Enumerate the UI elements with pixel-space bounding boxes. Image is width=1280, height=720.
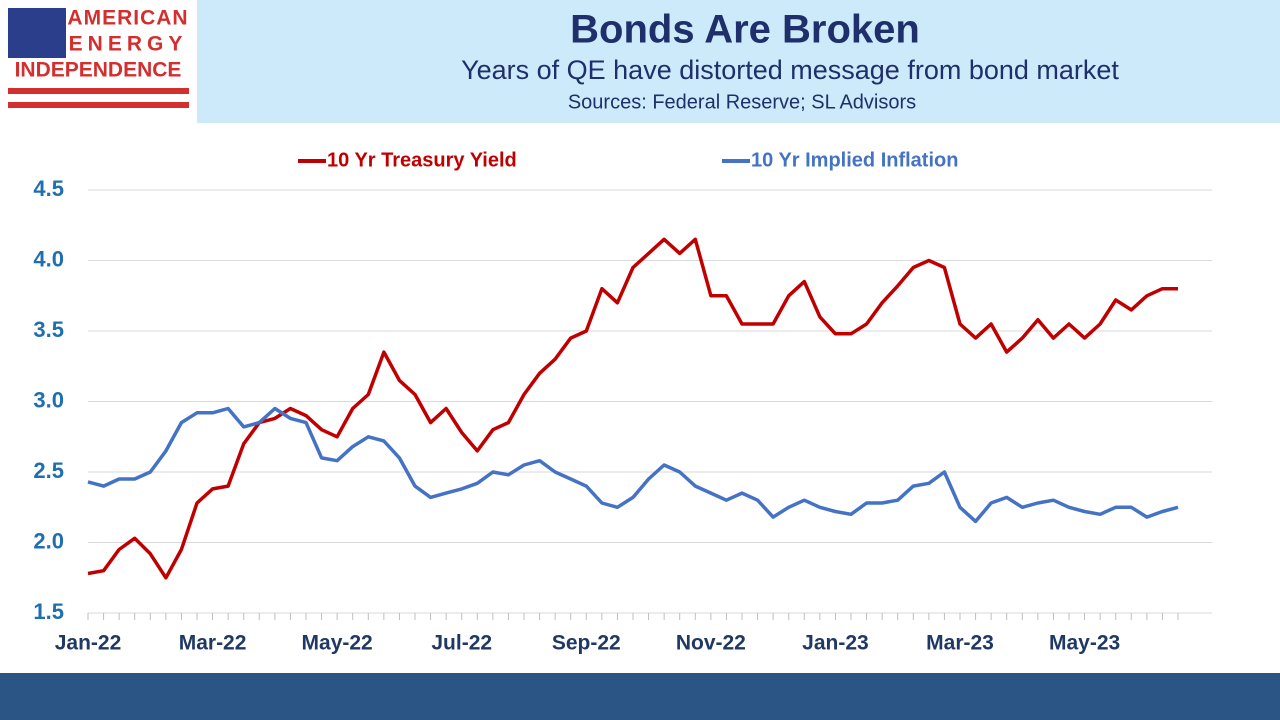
x-tick-label: May-22 xyxy=(302,632,373,655)
chart-subtitle: Years of QE have distorted message from … xyxy=(461,55,1119,85)
y-tick-label: 2.5 xyxy=(33,458,64,483)
y-tick-label: 2.0 xyxy=(33,528,64,553)
x-tick-label: Sep-22 xyxy=(552,632,621,655)
x-tick-label: Jul-22 xyxy=(431,632,492,655)
flag-stripe xyxy=(8,102,189,108)
header-band xyxy=(197,0,1280,123)
logo-text: ENERGY xyxy=(69,33,188,56)
x-tick-label: Mar-22 xyxy=(179,632,247,655)
legend-label: 10 Yr Treasury Yield xyxy=(327,149,517,171)
y-tick-label: 3.0 xyxy=(33,387,64,412)
y-tick-label: 3.5 xyxy=(33,317,64,342)
y-tick-label: 4.0 xyxy=(33,246,64,271)
x-tick-label: Mar-23 xyxy=(926,632,994,655)
y-tick-label: 1.5 xyxy=(33,599,64,624)
line-series xyxy=(87,237,1178,580)
chart-title: Bonds Are Broken xyxy=(570,8,920,52)
line-series xyxy=(87,406,1179,524)
legend-label: 10 Yr Implied Inflation xyxy=(751,149,958,171)
x-tick-label: Jan-22 xyxy=(55,632,122,655)
logo-text: AMERICAN xyxy=(67,7,188,30)
logo-text: INDEPENDENCE xyxy=(15,59,182,82)
footer-band xyxy=(0,673,1280,720)
flag-stripe xyxy=(8,88,189,94)
x-tick-label: Nov-22 xyxy=(676,632,746,655)
logo: AMERICAN ENERGY INDEPENDENCE xyxy=(8,7,189,108)
x-tick-label: May-23 xyxy=(1049,632,1120,655)
flag-field xyxy=(8,8,66,58)
chart-source: Sources: Federal Reserve; SL Advisors xyxy=(568,91,916,113)
x-tick-label: Jan-23 xyxy=(802,632,869,655)
y-tick-label: 4.5 xyxy=(33,176,64,201)
